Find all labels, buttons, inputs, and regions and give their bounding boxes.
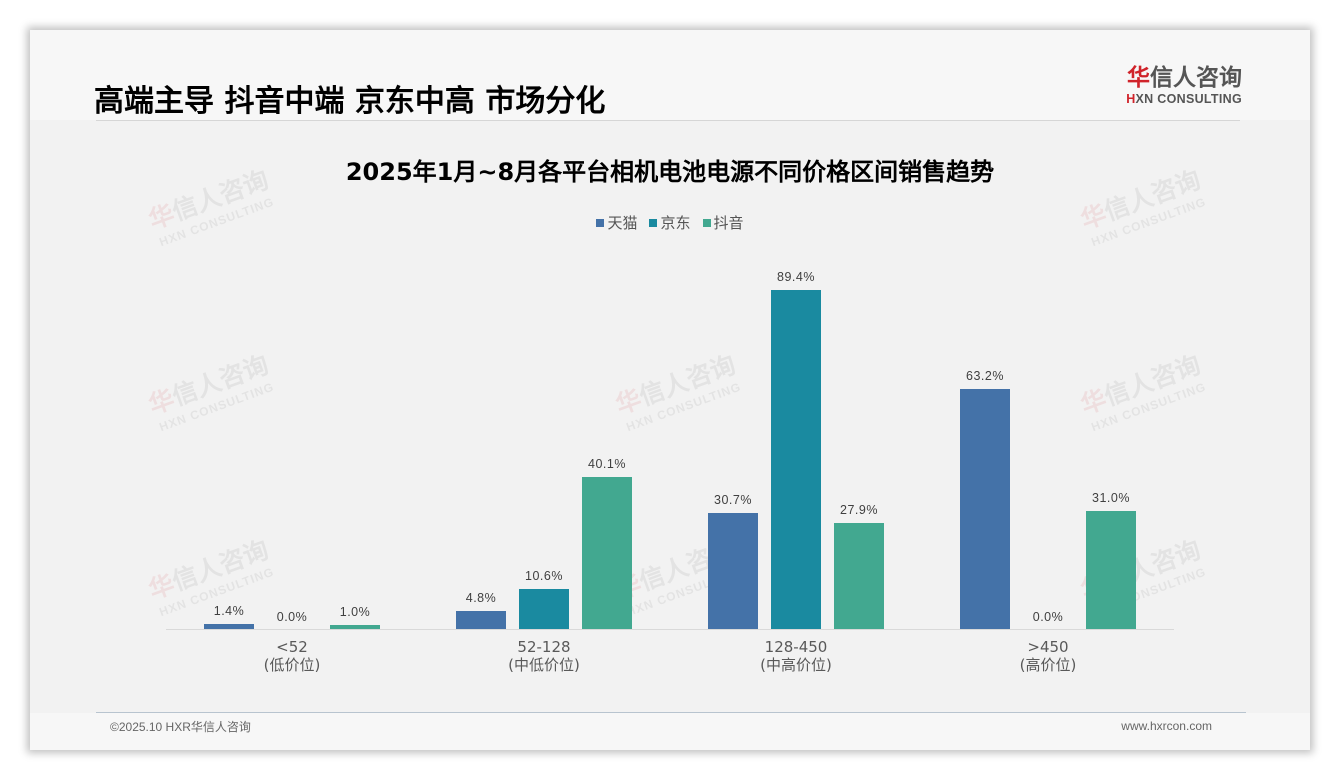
bar-tmall [456,610,506,629]
data-label: 0.0% [276,610,308,624]
legend-label: 天猫 [607,214,638,232]
x-axis-tick-label: >450 (高价位) [1019,638,1077,674]
bar-douyin [1086,511,1136,629]
plot-area: 1.4% 0.0% 1.0% <52 (低价位) 4.8% 10.6% 40.1% 52-128… [166,260,1174,674]
data-label: 27.9% [840,503,878,518]
legend-item-tmall: 天猫 [596,212,637,233]
data-label: 1.0% [339,605,371,620]
data-label: 89.4% [777,270,815,284]
bar-jd [519,588,569,629]
bar-tmall [204,623,254,629]
x-axis-tick-label: <52 (低价位) [263,638,321,674]
data-label: 0.0% [1032,610,1064,624]
slide: 高端主导 抖音中端 京东中高 市场分化 华信人咨询 HXN CONSULTING… [30,30,1310,750]
logo-cn-accent: 华 [1127,65,1150,91]
data-label: 40.1% [588,456,626,471]
legend-swatch-icon [702,218,711,227]
x-axis-tick-label: 128-450 (中高价位) [760,638,832,674]
legend-label: 抖音 [713,214,744,232]
data-label: 31.0% [1092,491,1130,506]
bar-douyin [834,523,884,629]
data-label: 10.6% [525,568,563,583]
bar-tmall [960,389,1010,629]
logo-en-accent: H [1126,92,1136,106]
legend-item-jd: 京东 [649,212,691,233]
data-label: 63.2% [966,369,1004,384]
header-band [30,30,1310,120]
chart-title: 2025年1月~8月各平台相机电池电源不同价格区间销售趋势 [345,158,995,186]
bar-tmall [708,512,758,629]
bar-douyin [582,476,632,629]
data-label: 30.7% [714,492,752,507]
x-axis-line [166,629,1174,630]
website-link[interactable]: www.hxrcon.com [1121,719,1212,733]
data-label: 1.4% [213,603,245,618]
footer-divider [96,712,1246,713]
bar-jd [771,290,821,629]
footer-band [30,713,1310,750]
legend-item-douyin: 抖音 [702,212,744,233]
x-axis-tick-label: 52-128 (中低价位) [508,638,580,674]
logo-cn-text: 信人咨询 [1150,65,1242,91]
logo-en-text: XN CONSULTING [1135,92,1242,106]
data-label: 4.8% [465,590,497,605]
chart-legend: 天猫 京东 抖音 [30,212,1310,233]
copyright-text: ©2025.10 HXR华信人咨询 [110,720,251,734]
bar-douyin [330,625,380,629]
brand-logo: 华信人咨询 HXN CONSULTING [1112,64,1242,106]
header-divider [96,120,1240,121]
page-title: 高端主导 抖音中端 京东中高 市场分化 [94,84,606,119]
legend-swatch-icon [649,218,658,227]
legend-label: 京东 [660,214,691,232]
legend-swatch-icon [596,218,605,227]
